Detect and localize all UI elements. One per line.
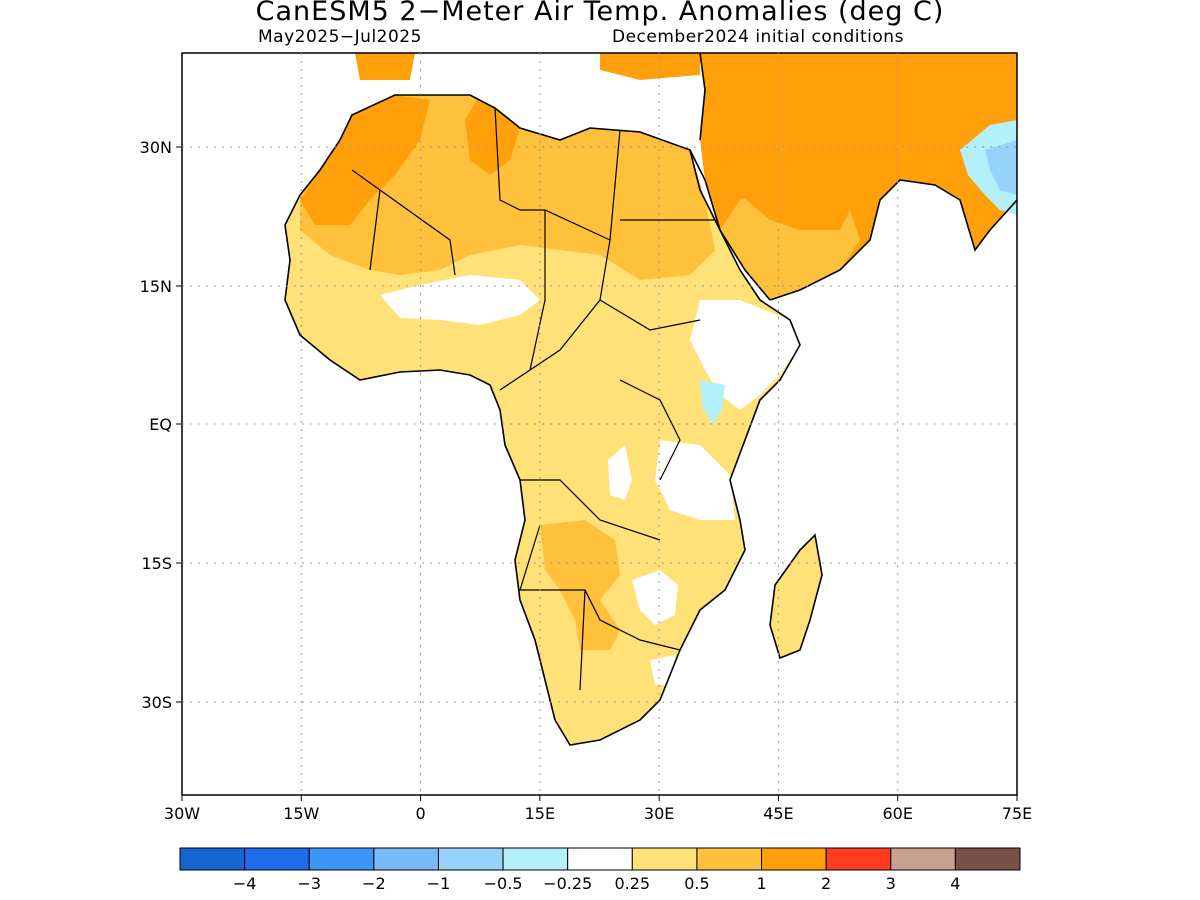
red-sea-coastline <box>689 53 771 301</box>
legend-label: −1 <box>427 874 451 893</box>
pakistan-cooler-core <box>985 140 1017 195</box>
legend-label: 0.25 <box>614 874 650 893</box>
east-africa-cool-region <box>700 380 725 425</box>
legend-label: 1 <box>756 874 766 893</box>
pakistan-cool-region <box>960 120 1017 215</box>
libya-egypt-strong-warm <box>465 95 520 175</box>
mediterranean-sea <box>410 53 700 140</box>
legend-label: −3 <box>297 874 321 893</box>
southern-africa-warm-region <box>540 520 620 650</box>
legend-label: 2 <box>821 874 831 893</box>
forecast-period: May2025−Jul2025 <box>258 27 422 47</box>
arabia-coastline <box>769 179 1017 301</box>
legend-label: −0.5 <box>484 874 523 893</box>
lon-tick-label: 30W <box>164 804 200 823</box>
lon-tick-label: 75E <box>1002 804 1032 823</box>
legend-swatch <box>179 847 246 871</box>
legend-swatch <box>308 847 375 871</box>
horn-of-africa-neutral-patch <box>690 300 800 410</box>
europe-east-landmass <box>600 53 700 80</box>
lon-tick-label: 15W <box>283 804 319 823</box>
lat-tick-label: 15N <box>140 277 172 296</box>
lat-tick-label: 30N <box>140 138 172 157</box>
legend-swatch <box>631 847 698 871</box>
central-neutral-patch <box>608 445 632 500</box>
zambezi-neutral-patch <box>632 570 678 625</box>
east-africa-neutral-patch <box>655 440 735 520</box>
arabia-strong-warm <box>720 130 850 230</box>
legend-label: −0.25 <box>543 874 592 893</box>
legend-swatch <box>761 847 827 871</box>
lat-tick-label: 30S <box>141 693 172 712</box>
legend-label: −2 <box>362 874 386 893</box>
color-legend: −4 −3 −2 −1 −0.5 −0.25 0.25 0.5 1 2 3 4 <box>179 847 1021 893</box>
legend-label: 3 <box>886 874 896 893</box>
legend-swatch <box>567 847 633 871</box>
legend-label: 0.5 <box>684 874 709 893</box>
lon-tick-label: 30E <box>644 804 674 823</box>
gridlines <box>182 53 1017 795</box>
longitude-axis: 30W 15W 0 15E 30E 45E 60E 75E <box>164 795 1032 823</box>
legend-swatch <box>954 847 1021 871</box>
chart-title: CanESM5 2−Meter Air Temp. Anomalies (deg… <box>255 0 945 27</box>
legend-label: −4 <box>233 874 257 893</box>
legend-swatch <box>437 847 504 871</box>
lon-tick-label: 45E <box>763 804 793 823</box>
legend-swatch <box>890 847 956 871</box>
madagascar-coastline <box>769 533 823 660</box>
legend-swatch <box>373 847 439 871</box>
madagascar <box>770 535 822 658</box>
lat-tick-label: 15S <box>141 554 172 573</box>
lon-tick-label: 15E <box>525 804 555 823</box>
lon-tick-label: 60E <box>882 804 912 823</box>
legend-swatch <box>502 847 569 871</box>
europe-landmass <box>355 53 415 80</box>
legend-swatch <box>825 847 892 871</box>
legend-swatch <box>244 847 310 871</box>
sahel-neutral-patch <box>380 275 540 325</box>
country-borders <box>351 107 715 691</box>
legend-label: 4 <box>950 874 960 893</box>
north-africa-strong-warm <box>300 95 430 225</box>
indian-subcontinent-neutral <box>900 180 1017 320</box>
map-area <box>284 53 1017 746</box>
initial-conditions: December2024 initial conditions <box>612 27 904 47</box>
latitude-axis: 30N 15N EQ 15S 30S <box>140 138 182 712</box>
lon-tick-label: 0 <box>415 804 425 823</box>
lat-tick-label: EQ <box>149 415 172 434</box>
legend-swatch <box>696 847 763 871</box>
africa-coastline <box>284 94 801 746</box>
